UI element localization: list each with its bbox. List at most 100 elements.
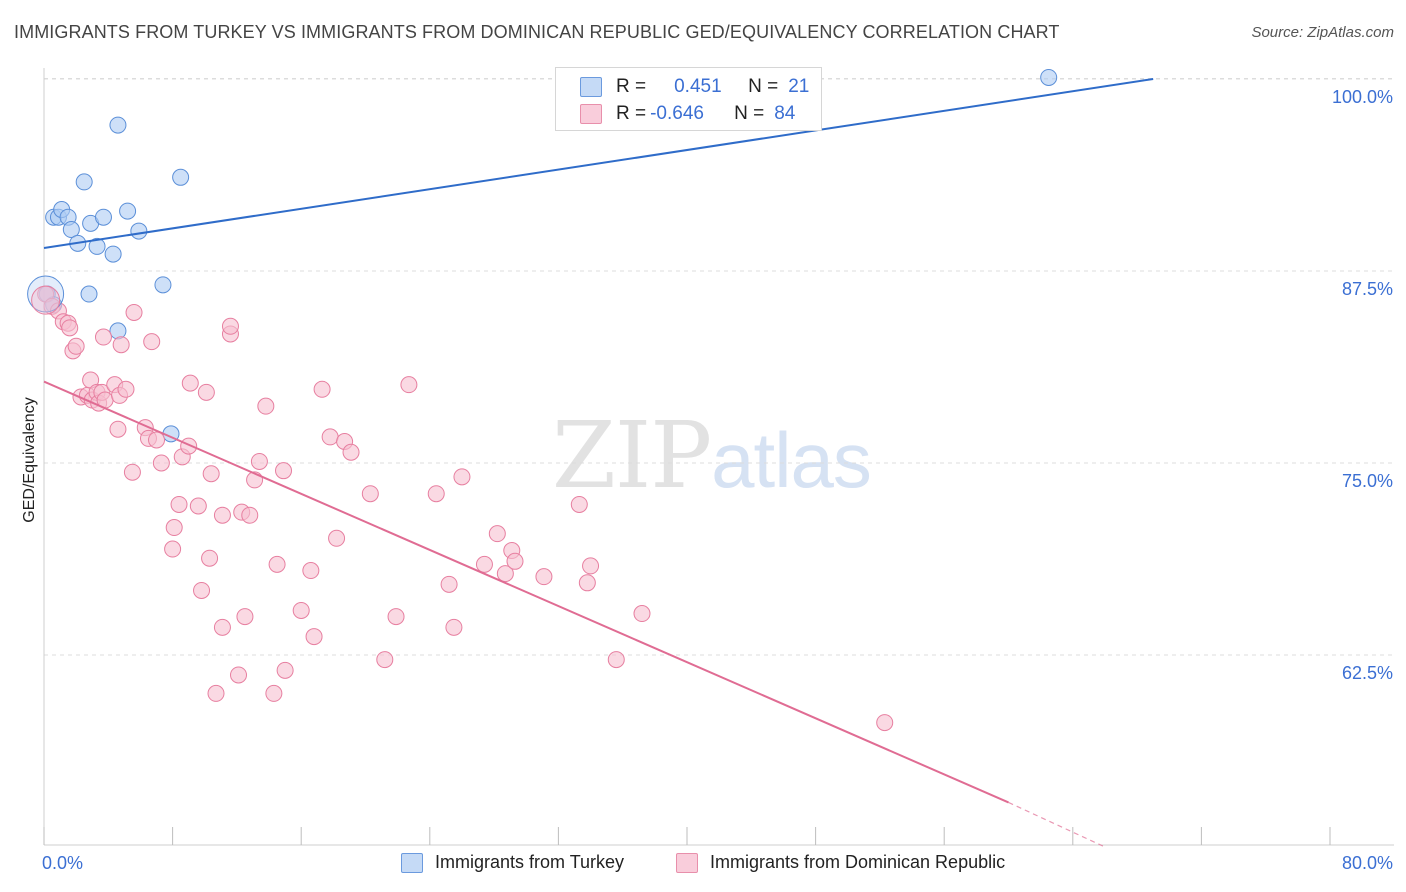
legend-label-dominican: Immigrants from Dominican Republic <box>710 852 1006 872</box>
data-point-turkey <box>109 322 127 340</box>
data-point-dominican <box>221 317 239 335</box>
data-point-dominican <box>342 443 360 461</box>
data-point-dominican <box>633 605 651 623</box>
dominican-n-value: 84 <box>774 103 796 124</box>
data-point-dominican <box>61 319 79 337</box>
watermark-zip: ZIP <box>552 402 712 509</box>
data-point-dominican <box>213 506 231 524</box>
data-point-dominican <box>207 684 225 702</box>
watermark-atlas: atlas <box>711 416 872 504</box>
data-point-dominican <box>148 431 166 449</box>
data-point-dominican <box>241 506 259 524</box>
data-point-dominican-cluster <box>31 285 61 315</box>
trend-line-dominican <box>43 380 1009 804</box>
y-tick-label: 62.5% <box>1341 663 1393 683</box>
data-point-turkey-cluster <box>27 275 65 313</box>
data-point-dominican <box>181 374 199 392</box>
legend-item-turkey[interactable]: Immigrants from Turkey <box>401 852 624 873</box>
data-point-dominican <box>165 519 183 537</box>
watermark: ZIPatlas <box>552 402 872 509</box>
data-point-dominican <box>143 333 161 351</box>
dominican-legend-swatch <box>676 852 698 873</box>
data-point-dominican <box>453 468 471 486</box>
turkey-r-value: 0.451 <box>674 76 722 97</box>
data-point-dominican <box>125 303 143 321</box>
data-point-turkey <box>172 168 190 186</box>
data-point-dominican <box>123 463 141 481</box>
source-label: Source: ZipAtlas.com <box>1251 24 1394 41</box>
data-point-dominican <box>321 428 339 446</box>
data-point-dominican <box>117 380 135 398</box>
data-point-dominican <box>112 336 130 354</box>
data-point-dominican <box>328 529 346 547</box>
data-point-dominican <box>361 485 379 503</box>
data-point-dominican <box>578 574 596 592</box>
data-point-turkey <box>94 208 112 226</box>
turkey-n-value: 21 <box>788 76 810 97</box>
r-label: R = <box>616 76 647 97</box>
legend-item-dominican[interactable]: Immigrants from Dominican Republic <box>676 852 1005 873</box>
dominican-r-value: -0.646 <box>650 103 704 124</box>
data-point-turkey <box>104 245 122 263</box>
data-point-dominican <box>236 608 254 626</box>
data-point-dominican <box>189 497 207 515</box>
data-point-dominican <box>275 462 293 480</box>
chart-title: IMMIGRANTS FROM TURKEY VS IMMIGRANTS FRO… <box>14 22 1060 42</box>
data-point-dominican <box>197 383 215 401</box>
data-point-dominican <box>440 575 458 593</box>
dominican-swatch <box>580 104 602 124</box>
data-point-dominican <box>607 651 625 669</box>
data-point-dominican <box>94 328 112 346</box>
data-point-dominican <box>535 568 553 586</box>
data-point-dominican <box>488 525 506 543</box>
data-point-dominican <box>109 420 127 438</box>
data-point-dominican <box>164 540 182 558</box>
n-label: N = <box>748 76 779 97</box>
data-point-dominican <box>268 555 286 573</box>
data-point-turkey <box>130 222 148 240</box>
data-point-dominican <box>230 666 248 684</box>
data-point-dominican <box>193 581 211 599</box>
data-point-turkey <box>154 276 172 294</box>
data-point-turkey <box>1040 68 1058 86</box>
legend-label-turkey: Immigrants from Turkey <box>435 852 625 872</box>
data-point-dominican <box>276 661 294 679</box>
data-point-dominican <box>201 549 219 567</box>
trend-line-dominican-extension <box>1008 801 1106 848</box>
data-point-dominican <box>152 454 170 472</box>
data-point-dominican <box>570 495 588 513</box>
data-point-dominican <box>213 618 231 636</box>
data-point-dominican <box>475 555 493 573</box>
trend-line-turkey <box>43 78 1154 249</box>
data-point-turkey <box>88 237 106 255</box>
data-point-dominican <box>170 495 188 513</box>
y-tick-label: 100.0% <box>1331 87 1393 107</box>
data-point-dominican <box>257 397 275 415</box>
stats-row-dominican: R = -0.646 N = 84 <box>580 100 795 128</box>
x-tick-label-min: 0.0% <box>42 853 84 873</box>
data-point-dominican <box>305 628 323 646</box>
stats-legend: R = 0.451 N = 21 R = -0.646 N = 84 <box>555 67 822 131</box>
series-legend: Immigrants from Turkey Immigrants from D… <box>0 852 1406 876</box>
data-point-turkey <box>80 285 98 303</box>
turkey-swatch <box>580 77 602 97</box>
data-point-dominican <box>582 557 600 575</box>
data-point-dominican <box>876 714 894 732</box>
y-tick-label: 75.0% <box>1341 471 1393 491</box>
x-tick-label-max: 80.0% <box>1341 853 1393 873</box>
data-point-dominican <box>265 684 283 702</box>
data-point-dominican <box>376 651 394 669</box>
data-point-dominican <box>67 337 85 355</box>
data-point-dominican <box>496 565 514 583</box>
data-point-dominican <box>427 485 445 503</box>
data-point-dominican <box>202 465 220 483</box>
data-point-dominican <box>302 562 320 580</box>
y-axis-label: GED/Equivalency <box>21 397 38 523</box>
data-point-dominican <box>292 601 310 619</box>
stats-row-turkey: R = 0.451 N = 21 <box>580 73 809 101</box>
data-point-turkey <box>119 202 137 220</box>
data-point-dominican <box>387 608 405 626</box>
data-point-dominican <box>400 376 418 394</box>
data-point-dominican <box>313 380 331 398</box>
